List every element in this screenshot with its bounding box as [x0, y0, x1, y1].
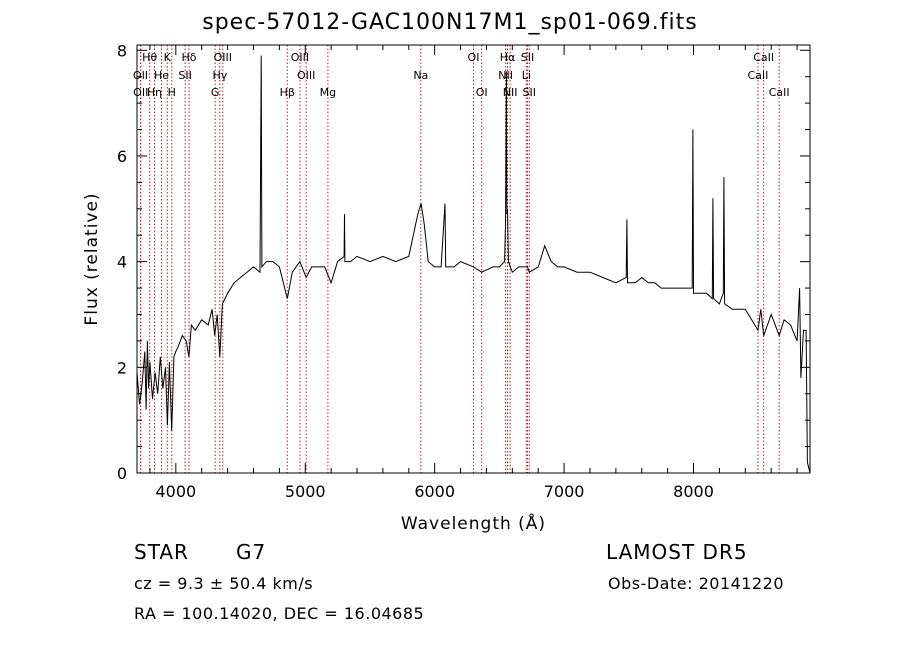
- observation-date: Obs-Date: 20141220: [608, 574, 785, 593]
- sky-coordinates: RA = 100.14020, DEC = 16.04685: [134, 604, 425, 623]
- line-marker-label: CaII: [769, 86, 790, 99]
- x-tick-label: 7000: [544, 482, 585, 501]
- x-tick-label: 4000: [155, 482, 196, 501]
- line-marker-label: OIII: [214, 51, 232, 64]
- line-marker-label: K: [164, 51, 172, 64]
- line-marker-label: OIII: [291, 51, 309, 64]
- line-marker-label: SII: [178, 69, 191, 82]
- line-marker-label: G: [211, 86, 220, 99]
- survey-name: LAMOST DR5: [606, 540, 748, 564]
- line-marker-label: NII: [503, 86, 518, 99]
- line-marker-label: Mg: [320, 86, 336, 99]
- y-tick-label: 2: [117, 358, 127, 377]
- chart-title: spec-57012-GAC100N17M1_sp01-069.fits: [202, 10, 698, 35]
- object-subclass: G7: [236, 540, 267, 564]
- line-marker-label: H: [168, 86, 176, 99]
- line-marker-label: OI: [468, 51, 480, 64]
- line-marker-label: Hη: [147, 86, 162, 99]
- line-marker-label: Hβ: [280, 86, 295, 99]
- line-marker-label: Hδ: [182, 51, 197, 64]
- x-axis-label: Wavelength (Å): [401, 512, 546, 534]
- y-tick-label: 6: [117, 147, 127, 166]
- y-tick-label: 8: [117, 41, 127, 60]
- object-class: STAR: [134, 540, 189, 564]
- line-marker-label: OIII: [297, 69, 315, 82]
- flux-series-line: [136, 55, 811, 474]
- x-tick-label: 5000: [285, 482, 326, 501]
- line-marker-label: Hγ: [212, 69, 227, 82]
- x-axis-ticks: 4000 5000 6000 7000 8000: [149, 45, 798, 501]
- plot-frame: [136, 44, 811, 474]
- line-marker-label: OI: [476, 86, 488, 99]
- line-marker-label: SII: [521, 51, 534, 64]
- line-marker-labels: Hθ K Hδ OIII OIII OI Hα SII CaII OII He SII Hγ OIII NI…: [133, 51, 790, 99]
- x-tick-label: 6000: [414, 482, 455, 501]
- line-marker-label: OII: [133, 69, 148, 82]
- line-marker-label: Li: [522, 69, 531, 82]
- line-marker-label: Na: [413, 69, 428, 82]
- redshift-readout: cz = 9.3 ± 50.4 km/s: [134, 574, 314, 593]
- y-axis-label: Flux (relative): [82, 192, 102, 325]
- line-marker-label: CaII: [748, 69, 769, 82]
- y-axis-ticks: 0 2 4 6 8: [117, 41, 810, 483]
- y-tick-label: 4: [117, 253, 127, 272]
- line-marker-label: CaII: [753, 51, 774, 64]
- line-marker-label: NII: [498, 69, 513, 82]
- line-marker-label: Hθ: [142, 51, 157, 64]
- y-tick-label: 0: [117, 464, 127, 483]
- line-marker-label: Hα: [500, 51, 516, 64]
- line-marker-label: He: [154, 69, 169, 82]
- x-tick-label: 8000: [673, 482, 714, 501]
- line-markers: [139, 45, 780, 473]
- line-marker-label: SII: [523, 86, 536, 99]
